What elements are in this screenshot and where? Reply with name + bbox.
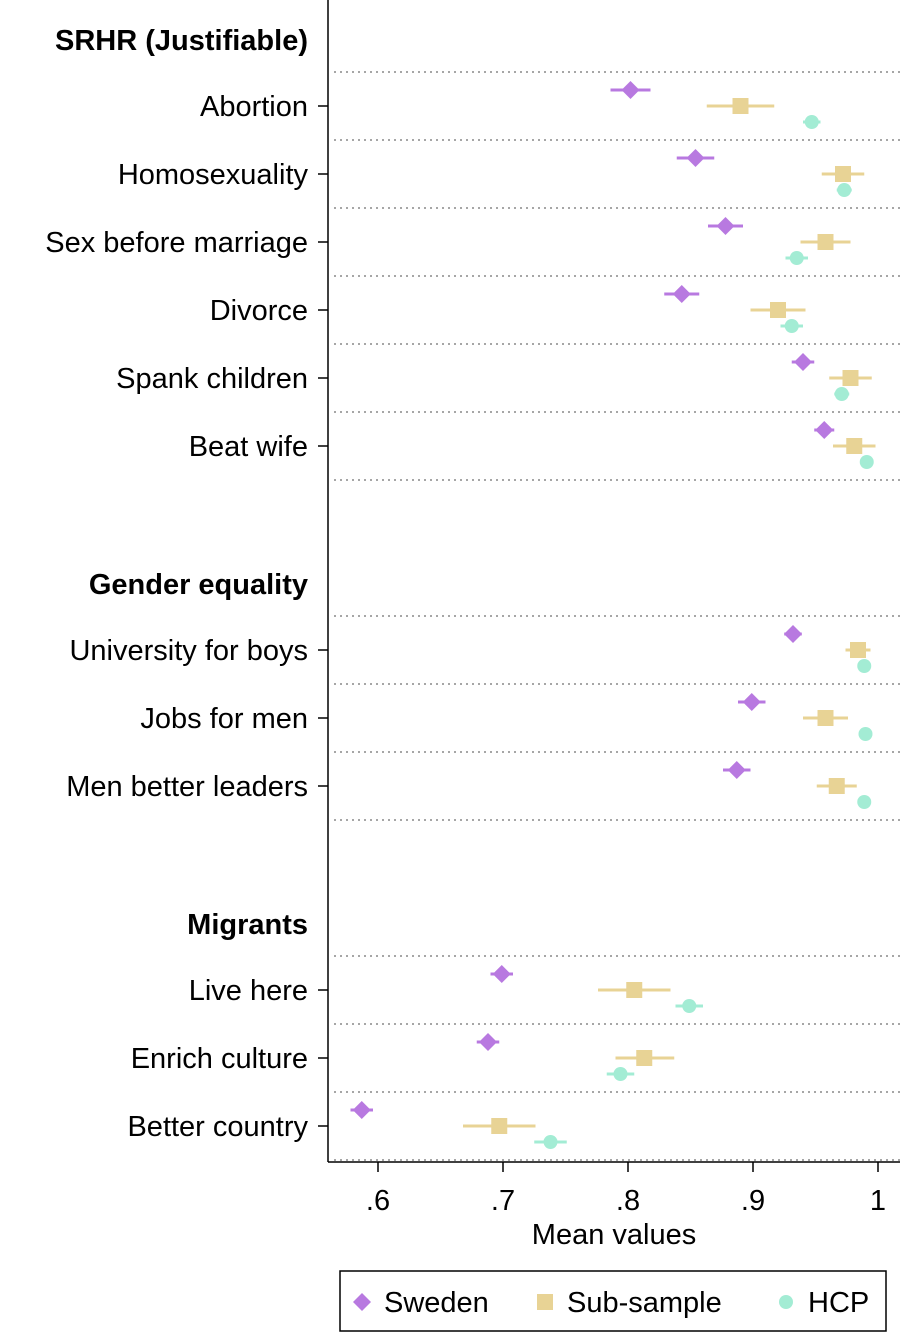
category-label: Jobs for men [140, 703, 308, 735]
point-hcp [784, 319, 799, 333]
category-label: Sex before marriage [45, 227, 308, 259]
point-sweden [716, 217, 735, 235]
point-sub-sample [491, 1118, 508, 1134]
legend-marker-sweden [353, 1293, 371, 1311]
point-sub-sample [828, 778, 845, 794]
point-hcp [857, 659, 872, 673]
point-hcp [859, 455, 874, 469]
x-tick-label: .9 [741, 1185, 765, 1217]
point-hcp [789, 251, 804, 265]
category-label: Live here [189, 975, 308, 1007]
legend-marker-sub-sample [537, 1294, 553, 1310]
point-hcp [804, 115, 819, 129]
category-label: Enrich culture [131, 1043, 308, 1075]
point-sweden [742, 693, 761, 711]
group-header: Migrants [187, 909, 308, 941]
point-sweden [686, 149, 705, 167]
legend-box [339, 1270, 887, 1332]
point-sub-sample [817, 710, 834, 726]
point-sub-sample [835, 166, 851, 182]
point-sub-sample [817, 234, 834, 250]
point-sub-sample [846, 438, 863, 454]
group-header: SRHR (Justifiable) [55, 25, 308, 57]
x-tick-label: .7 [491, 1185, 515, 1217]
category-label: Abortion [200, 91, 308, 123]
point-sweden [492, 965, 511, 983]
point-sweden [672, 285, 691, 303]
category-label: Divorce [210, 295, 308, 327]
point-sub-sample [842, 370, 859, 386]
category-label: Homosexuality [118, 159, 309, 191]
x-axis-title: Mean values [532, 1219, 696, 1251]
point-hcp [837, 183, 852, 197]
point-sub-sample [626, 982, 643, 998]
legend-marker-hcp [779, 1295, 793, 1309]
point-sub-sample [770, 302, 786, 318]
point-hcp [613, 1067, 628, 1081]
category-label: Men better leaders [66, 771, 308, 803]
point-sweden [784, 625, 802, 643]
x-tick-label: .6 [366, 1185, 390, 1217]
x-tick-label: 1 [870, 1185, 886, 1217]
x-tick-label: .8 [616, 1185, 640, 1217]
category-label: Beat wife [189, 431, 308, 463]
point-sweden [815, 421, 834, 439]
legend-label: Sub-sample [567, 1287, 722, 1319]
legend-label: Sweden [384, 1287, 489, 1319]
point-sub-sample [732, 98, 749, 114]
point-hcp [857, 795, 872, 809]
point-hcp [834, 387, 849, 401]
point-hcp [682, 999, 697, 1013]
point-sweden [794, 353, 812, 371]
category-label: University for boys [69, 635, 308, 667]
category-label: Spank children [116, 363, 308, 395]
point-sweden [352, 1101, 371, 1119]
point-sweden [727, 761, 746, 779]
group-header: Gender equality [89, 569, 308, 601]
category-label: Better country [127, 1111, 308, 1143]
point-hcp [858, 727, 873, 741]
point-sub-sample [850, 642, 866, 658]
point-sweden [479, 1033, 497, 1051]
point-sub-sample [636, 1050, 653, 1066]
legend-label: HCP [808, 1287, 869, 1319]
point-sweden [621, 81, 640, 99]
point-hcp [543, 1135, 558, 1149]
